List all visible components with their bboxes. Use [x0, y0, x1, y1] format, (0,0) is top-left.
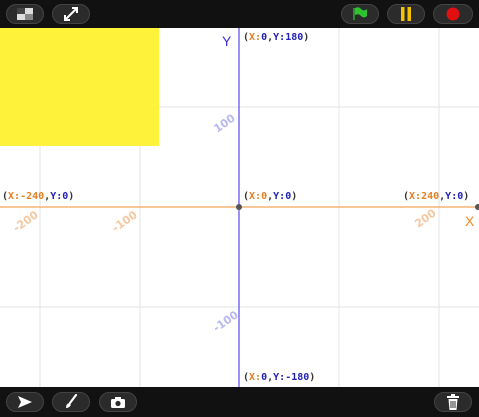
green-flag-button[interactable]: [341, 4, 379, 24]
layout-toggle-button[interactable]: [6, 4, 44, 24]
pause-icon: [401, 7, 411, 21]
stage-canvas[interactable]: Y X (X:0,Y:180) (X:-240,Y:0) (X:0,Y:0) (…: [0, 28, 479, 387]
stop-button[interactable]: [433, 4, 473, 24]
coord-bottom: (X:0,Y:-180): [243, 372, 316, 383]
green-flag-icon: [353, 7, 367, 20]
trash-icon: [447, 394, 459, 410]
camera-button[interactable]: [99, 392, 137, 412]
trash-button[interactable]: [434, 392, 472, 412]
stage-grid: [0, 28, 479, 387]
top-toolbar: [0, 0, 479, 28]
stop-icon: [446, 7, 460, 21]
x-axis-label: X: [465, 213, 475, 229]
layout-toggle-icon: [17, 8, 33, 20]
pause-button[interactable]: [387, 4, 425, 24]
paintbrush-icon: [66, 394, 78, 408]
fullscreen-icon: [64, 7, 78, 21]
coord-left: (X:-240,Y:0): [2, 191, 75, 202]
paint-tool-button[interactable]: [52, 392, 90, 412]
coord-top: (X:0,Y:180): [243, 32, 310, 43]
origin-dot: [236, 204, 242, 210]
right-edge-dot: [475, 204, 479, 210]
coord-right: (X:240,Y:0): [403, 191, 470, 202]
camera-icon: [111, 397, 125, 408]
select-tool-button[interactable]: [6, 392, 44, 412]
yellow-sprite: [0, 28, 159, 146]
arrow-pointer-icon: [18, 396, 32, 408]
bottom-toolbar: [0, 387, 479, 417]
y-axis-label: Y: [222, 33, 232, 49]
coord-center: (X:0,Y:0): [243, 191, 298, 202]
fullscreen-button[interactable]: [52, 4, 90, 24]
